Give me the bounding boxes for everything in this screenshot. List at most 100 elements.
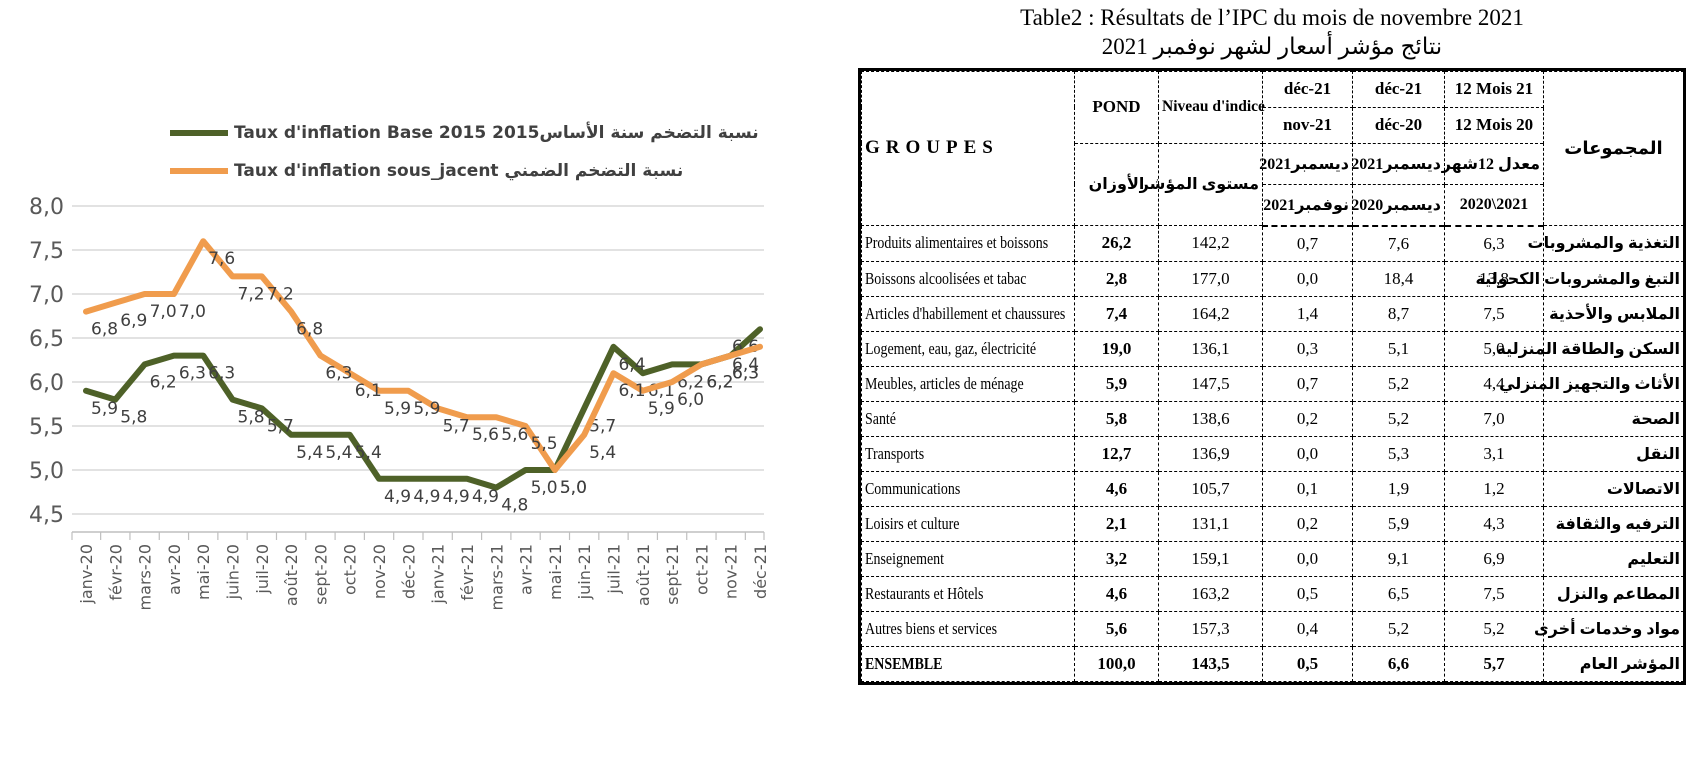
x-tick-label: janv-20 bbox=[77, 544, 96, 605]
cell-pond: 5,9 bbox=[1074, 365, 1159, 402]
data-label: 4,9 bbox=[413, 487, 440, 507]
x-tick-label: févr-21 bbox=[458, 544, 477, 601]
cell-fr: Logement, eau, gaz, électricité bbox=[861, 330, 1075, 367]
data-label: 6,0 bbox=[677, 390, 704, 410]
cell-fr: ENSEMBLE bbox=[861, 645, 1075, 682]
table-row: Boissons alcoolisées et tabac 2,8 177,0 0,0… bbox=[861, 260, 1684, 297]
cell-avg: 6,9 bbox=[1444, 540, 1544, 577]
data-label: 6,4 bbox=[618, 355, 645, 375]
cell-y: 1,9 bbox=[1352, 470, 1445, 507]
data-label: 5,0 bbox=[560, 478, 587, 498]
data-label: 6,3 bbox=[179, 364, 206, 384]
data-label: 4,9 bbox=[443, 487, 470, 507]
table-row: Communications 4,6 105,7 0,1 1,9 1,2 الاتصالات bbox=[861, 470, 1684, 507]
cell-m: 1,4 bbox=[1262, 295, 1353, 332]
cell-m: 0,5 bbox=[1262, 645, 1353, 682]
cell-y: 5,9 bbox=[1352, 505, 1445, 542]
cell-fr: Boissons alcoolisées et tabac bbox=[861, 260, 1075, 297]
data-label: 7,2 bbox=[238, 284, 265, 304]
cell-ar: الأثاث والتجهيز المنزلي bbox=[1499, 365, 1684, 402]
data-label: 5,4 bbox=[589, 443, 616, 463]
cell-indice: 131,1 bbox=[1158, 505, 1263, 542]
data-label: 7,2 bbox=[267, 284, 294, 304]
cell-fr: Communications bbox=[861, 470, 1075, 507]
cell-m: 0,1 bbox=[1262, 470, 1353, 507]
data-label: 4,9 bbox=[472, 487, 499, 507]
data-label: 6,9 bbox=[120, 311, 147, 331]
cell-y: 6,5 bbox=[1352, 575, 1445, 612]
table-row: Logement, eau, gaz, électricité 19,0 136,1… bbox=[861, 330, 1684, 367]
cell-indice: 143,5 bbox=[1158, 645, 1263, 682]
header-mom-ar-top: ديسمبر2021 bbox=[1259, 142, 1353, 185]
data-label: 6,2 bbox=[706, 372, 733, 392]
cell-fr: Santé bbox=[861, 400, 1075, 437]
table-body: Produits alimentaires et boissons 26,2 142… bbox=[861, 225, 1684, 682]
cell-indice: 159,1 bbox=[1158, 540, 1263, 577]
x-tick-label: janv-21 bbox=[429, 544, 448, 605]
cell-pond: 26,2 bbox=[1074, 225, 1159, 262]
x-tick-label: juin-20 bbox=[224, 544, 243, 600]
data-label: 5,6 bbox=[472, 425, 499, 445]
header-pond-fr: POND bbox=[1074, 70, 1159, 144]
cell-ar: التعليم bbox=[1543, 540, 1684, 577]
y-tick-label: 7,0 bbox=[29, 283, 64, 308]
data-label: 5,9 bbox=[413, 399, 440, 419]
header-12m-bottom: 12 Mois 20 bbox=[1444, 106, 1544, 144]
series-line bbox=[83, 326, 763, 491]
data-label: 6,1 bbox=[618, 381, 645, 401]
cell-y: 5,2 bbox=[1352, 365, 1445, 402]
x-axis bbox=[71, 531, 765, 540]
cell-avg: 13,8 bbox=[1444, 260, 1544, 297]
cell-avg: 7,5 bbox=[1444, 575, 1544, 612]
cell-avg: 5,7 bbox=[1444, 645, 1544, 682]
y-tick-label: 7,5 bbox=[29, 239, 64, 264]
cell-fr: Articles d'habillement et chaussures bbox=[861, 295, 1075, 332]
cell-y: 7,6 bbox=[1352, 225, 1445, 262]
header-mom-ar-bottom: نوفمبر2021 bbox=[1262, 183, 1353, 227]
cell-fr: Loisirs et culture bbox=[861, 505, 1075, 542]
ipc-table-border: GROUPES POND Niveau d'indice déc-21 déc-… bbox=[858, 67, 1686, 685]
cell-fr: Autres biens et services bbox=[861, 610, 1075, 647]
header-12m-top: 12 Mois 21 bbox=[1444, 70, 1544, 108]
data-label: 6,2 bbox=[706, 372, 733, 392]
table-row: Restaurants et Hôtels 4,6 163,2 0,5 6,5 7,5 ال… bbox=[861, 575, 1684, 612]
cell-ar: المؤشر العام bbox=[1543, 645, 1684, 682]
table-row: Articles d'habillement et chaussures 7,4 1… bbox=[861, 295, 1684, 332]
x-tick-label: mars-20 bbox=[136, 544, 155, 610]
data-label: 7,0 bbox=[150, 302, 177, 322]
header-niveau-fr: Niveau d'indice bbox=[1158, 70, 1265, 144]
x-tick-label: nov-21 bbox=[722, 544, 741, 599]
table-row: ENSEMBLE 100,0 143,5 0,5 6,6 5,7 المؤشر العام bbox=[861, 645, 1684, 682]
cell-y: 5,2 bbox=[1352, 400, 1445, 437]
x-tick-label: août-21 bbox=[634, 544, 653, 606]
x-tick-label: oct-21 bbox=[692, 544, 711, 595]
data-label: 5,4 bbox=[296, 443, 323, 463]
cell-pond: 19,0 bbox=[1074, 330, 1159, 367]
cell-indice: 147,5 bbox=[1158, 365, 1263, 402]
cell-indice: 136,1 bbox=[1158, 330, 1263, 367]
cell-y: 8,7 bbox=[1352, 295, 1445, 332]
cell-avg: 4,3 bbox=[1444, 505, 1544, 542]
cell-fr: Meubles, articles de ménage bbox=[861, 365, 1075, 402]
cell-indice: 164,2 bbox=[1158, 295, 1263, 332]
x-tick-label: mai-20 bbox=[194, 544, 213, 600]
x-tick-label: déc-20 bbox=[399, 544, 418, 599]
cell-y: 6,6 bbox=[1352, 645, 1445, 682]
data-label: 5,5 bbox=[531, 434, 558, 454]
data-label: 6,2 bbox=[150, 372, 177, 392]
data-label: 5,7 bbox=[267, 416, 294, 436]
cell-pond: 12,7 bbox=[1074, 435, 1159, 472]
x-tick-label: avr-21 bbox=[517, 544, 536, 595]
data-label: 6,4 bbox=[732, 355, 759, 375]
data-label: 6,3 bbox=[325, 364, 352, 384]
cell-avg: 1,2 bbox=[1444, 470, 1544, 507]
data-label: 7,6 bbox=[208, 249, 235, 269]
cell-ar: المطاعم والنزل bbox=[1543, 575, 1684, 612]
header-groups-ar: المجموعات bbox=[1543, 70, 1684, 226]
cell-ar: الصحة bbox=[1543, 400, 1684, 437]
series-line bbox=[83, 238, 763, 473]
x-tick-label: avr-20 bbox=[165, 544, 184, 595]
x-tick-label: juil-20 bbox=[253, 544, 272, 595]
cell-avg: 3,1 bbox=[1444, 435, 1544, 472]
